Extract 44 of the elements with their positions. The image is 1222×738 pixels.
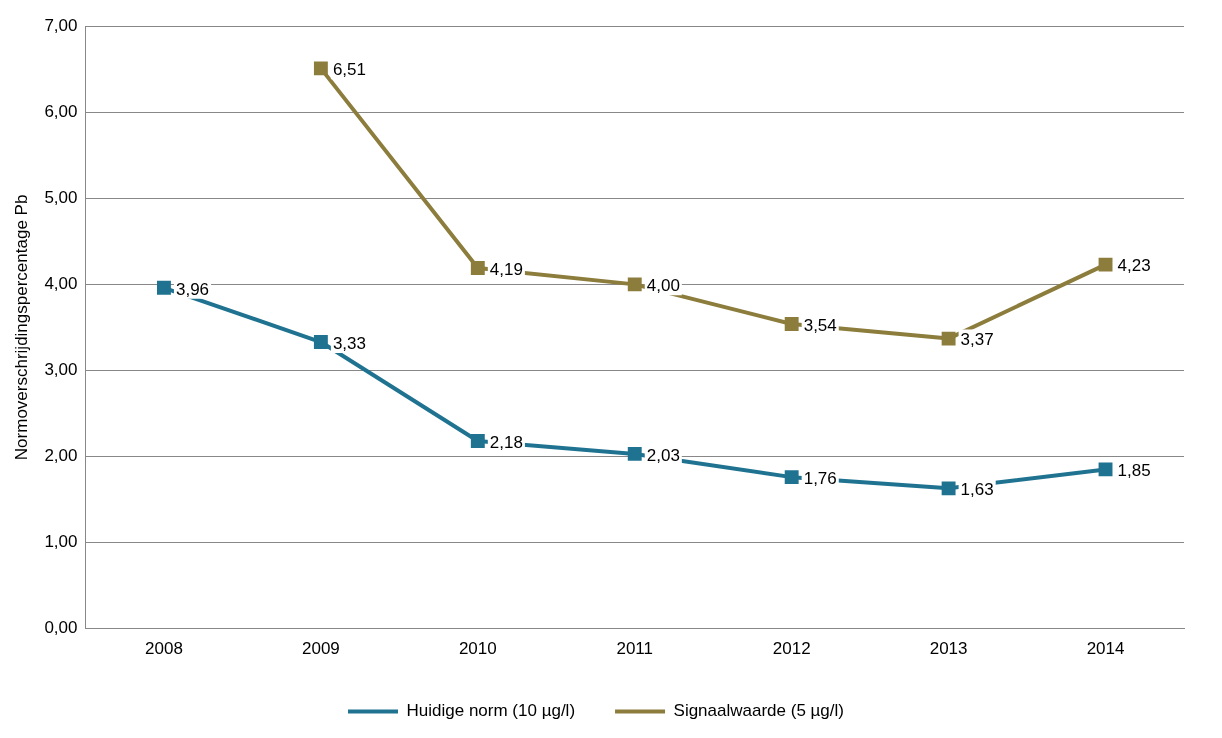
data-label: 1,63 xyxy=(960,480,994,500)
point xyxy=(470,434,485,448)
data-label: 3,37 xyxy=(960,330,994,350)
x-tick-label: 2014 xyxy=(1086,639,1125,659)
point xyxy=(941,331,956,346)
data-label: 1,76 xyxy=(803,468,837,488)
data-label: 2,03 xyxy=(646,445,680,465)
x-tick-label: 2011 xyxy=(616,639,654,659)
y-tick-label: 0,00 xyxy=(44,618,78,638)
data-label: 4,23 xyxy=(1117,256,1151,276)
point xyxy=(157,280,171,295)
x-tick-label: 2010 xyxy=(458,639,497,659)
point xyxy=(784,317,799,331)
data-label: 4,19 xyxy=(489,259,523,279)
point xyxy=(1098,257,1113,272)
point xyxy=(941,481,956,496)
y-tick-label: 2,00 xyxy=(44,446,78,466)
point xyxy=(627,277,642,292)
x-tick-label: 2008 xyxy=(145,639,183,659)
point xyxy=(627,446,642,461)
legend-label: Signaalwaarde (5 µg/l) xyxy=(673,701,844,721)
point xyxy=(470,261,485,275)
legend-label: Huidige norm (10 µg/l) xyxy=(406,701,576,721)
y-tick-label: 1,00 xyxy=(44,532,78,552)
data-label: 4,00 xyxy=(646,276,680,296)
data-label: 6,51 xyxy=(332,60,366,80)
y-axis-title: Normoverschrijdingspercentage Pb xyxy=(11,194,31,461)
y-tick-label: 7,00 xyxy=(44,15,78,35)
data-label: 3,54 xyxy=(803,315,837,335)
point xyxy=(1098,462,1113,477)
data-label: 2,18 xyxy=(489,432,523,452)
data-label: 3,33 xyxy=(332,333,366,353)
x-tick-label: 2013 xyxy=(929,639,968,659)
y-tick-label: 6,00 xyxy=(44,101,78,121)
x-tick-label: 2009 xyxy=(301,639,340,659)
data-label: 3,96 xyxy=(175,279,210,299)
data-label: 1,85 xyxy=(1117,461,1151,481)
x-tick-label: 2012 xyxy=(772,639,811,659)
y-tick-label: 4,00 xyxy=(44,274,78,294)
y-tick-label: 5,00 xyxy=(44,188,78,207)
point xyxy=(313,61,328,76)
point xyxy=(784,470,799,485)
point xyxy=(313,335,328,349)
y-tick-label: 3,00 xyxy=(44,360,78,380)
